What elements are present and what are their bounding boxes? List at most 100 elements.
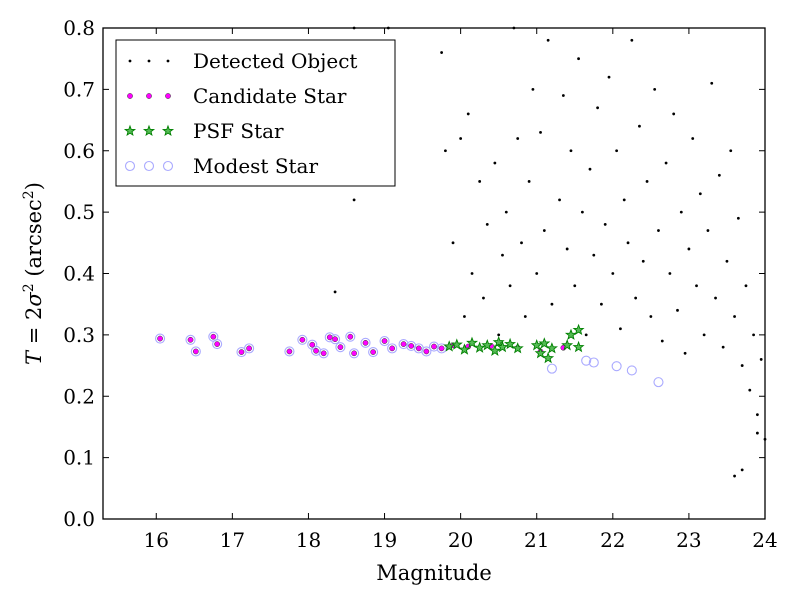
candidate-star-point [309, 341, 316, 348]
detected-object-point [672, 112, 676, 116]
candidate-star-point [326, 334, 333, 341]
candidate-star-point [423, 348, 430, 355]
detected-object-point [687, 247, 691, 251]
psf-star-point [481, 339, 494, 351]
y-tick-label: 0.5 [63, 200, 95, 224]
detected-object-point [698, 192, 702, 196]
detected-object-point [493, 161, 497, 165]
legend-psf-star-marker [142, 124, 156, 137]
modest-star-point [345, 331, 356, 342]
psf-star-point [492, 335, 505, 348]
modest-star-point [653, 377, 664, 388]
detected-object-point [440, 51, 444, 54]
x-tick-label: 20 [448, 528, 473, 552]
x-tick-label: 22 [600, 528, 625, 552]
detected-object-point [333, 290, 337, 294]
detected-object-point [352, 198, 356, 202]
psf-star-point [511, 342, 524, 354]
modest-star-point [428, 341, 440, 352]
candidate-star-point [389, 345, 395, 352]
detected-object-point [600, 302, 603, 306]
detected-object-point [752, 333, 755, 337]
detected-object-point [702, 333, 706, 337]
y-tick-label: 0.6 [63, 139, 95, 163]
data-points [155, 26, 767, 478]
detected-object-point [630, 38, 634, 42]
modest-star-point [185, 334, 196, 345]
legend-candidate-star-marker [165, 93, 171, 99]
legend-label-modest-star: Modest Star [193, 154, 318, 178]
psf-star-point [504, 337, 517, 350]
detected-object-point [482, 296, 485, 300]
detected-object-point [649, 315, 653, 318]
candidate-star-point [192, 348, 199, 355]
modest-star-point [244, 343, 255, 354]
psf-star-point [450, 338, 463, 350]
psf-star-point [443, 340, 456, 352]
y-tick-label: 0.3 [63, 323, 95, 347]
detected-object-point [736, 216, 740, 220]
detected-object-point [497, 333, 501, 337]
detected-object-point [725, 259, 729, 263]
detected-object-point [516, 137, 520, 140]
detected-object-point [535, 272, 539, 275]
detected-object-point [653, 87, 657, 91]
detected-object-point [470, 272, 474, 275]
psf-star-point [530, 339, 543, 351]
x-tick-label: 21 [524, 528, 549, 552]
candidate-star-point [299, 336, 306, 343]
psf-star-point [473, 341, 486, 353]
y-tick-label: 0.8 [63, 16, 95, 40]
psf-star-point [496, 340, 509, 353]
detected-object-point [611, 272, 615, 275]
detected-object-point [641, 259, 645, 263]
legend-box [115, 39, 396, 187]
detected-object-point [645, 180, 649, 183]
y-label-eq: = 2 [22, 307, 46, 351]
detected-object-point [539, 130, 542, 134]
detected-object-point [592, 253, 596, 257]
detected-object-point [520, 241, 523, 245]
psf-star-point [545, 342, 558, 354]
psf-star-point [564, 328, 577, 340]
candidate-star-point [320, 350, 327, 357]
modest-star-point [284, 346, 295, 357]
detected-object-point [444, 149, 447, 153]
detected-object-point [588, 167, 592, 171]
detected-object-point [744, 284, 748, 288]
modest-star-point [421, 346, 432, 357]
modest-star-point [588, 357, 599, 368]
detected-object-point [615, 149, 619, 153]
detected-object-point [691, 137, 695, 140]
detected-object-point [740, 468, 744, 472]
candidate-star-point [400, 341, 407, 347]
x-tick-label: 16 [144, 528, 169, 552]
detected-object-point [657, 229, 660, 232]
detected-object-point [714, 296, 717, 300]
psf-star-point [538, 337, 551, 349]
candidate-star-point [313, 347, 319, 354]
psf-star-point [534, 347, 547, 359]
detected-object-point [561, 94, 565, 97]
legend-modest-star-marker [162, 160, 174, 172]
detected-object-point [717, 173, 721, 177]
legend-modest-star-marker [124, 160, 136, 172]
detected-object-point [740, 364, 744, 367]
y-tick-label: 0.0 [63, 507, 95, 531]
modest-star-point [155, 333, 166, 344]
x-tick-label: 18 [296, 528, 321, 552]
detected-object-point [710, 81, 714, 85]
legend-label-candidate-star: Candidate Star [193, 84, 347, 108]
candidate-star-point [408, 343, 415, 349]
detected-object-point [485, 223, 489, 226]
detected-object-point [619, 327, 622, 331]
y-label-unit-close: ) [22, 182, 46, 190]
axis-ticks: 16 17 18 19 20 21 22 23 24 0.0 0.1 0.2 0.3 0.4 0.5 0.6 0… [63, 16, 778, 552]
detected-object-point [748, 388, 752, 392]
detected-object-point [565, 247, 569, 251]
candidate-star-point [438, 345, 445, 352]
detected-object-point [622, 198, 626, 202]
y-tick-label: 0.2 [63, 384, 95, 408]
detected-object-point [569, 149, 573, 153]
legend-detected-object-marker [147, 59, 151, 63]
